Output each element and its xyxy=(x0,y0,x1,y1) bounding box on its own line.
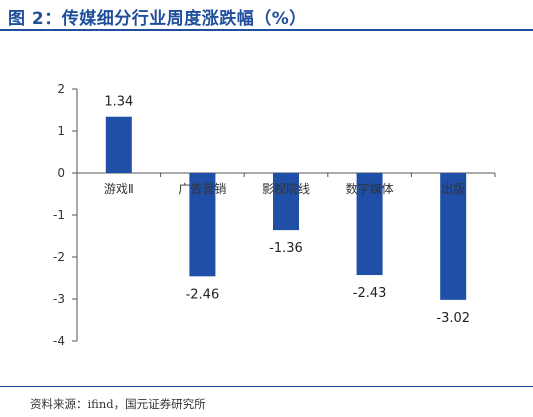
category-label: 游戏Ⅱ xyxy=(104,182,134,196)
category-label: 影视院线 xyxy=(262,181,310,196)
source-note: 资料来源：ifind，国元证券研究所 xyxy=(30,397,206,411)
y-tick-label: -1 xyxy=(53,208,65,222)
data-label: -3.02 xyxy=(436,311,470,326)
bar-2 xyxy=(189,173,216,277)
data-label: 1.34 xyxy=(104,95,133,110)
data-label: -2.46 xyxy=(186,287,220,302)
bar-5 xyxy=(440,173,467,300)
category-labels: 游戏Ⅱ 广告营销 影视院线 数字媒体 出版 xyxy=(104,181,465,196)
bar-chart: 2 1 0 -1 -2 -3 -4 1.34 -2.46 -1.36 -2.43 -3.02 游戏Ⅱ… xyxy=(53,82,496,348)
category-label: 数字媒体 xyxy=(346,181,394,196)
bar-1 xyxy=(105,116,132,173)
y-tick-label: -2 xyxy=(53,250,65,264)
data-label: -2.43 xyxy=(353,286,387,301)
y-tick-label: 2 xyxy=(57,82,65,96)
category-label: 出版 xyxy=(441,182,465,196)
data-labels: 1.34 -2.46 -1.36 -2.43 -3.02 xyxy=(104,95,470,326)
bar-3 xyxy=(273,173,299,231)
title-rule xyxy=(0,29,533,31)
chart-title: 图 2：传媒细分行业周度涨跌幅（%） xyxy=(8,9,307,29)
y-tick-label: -3 xyxy=(53,292,65,306)
y-tick-label: -4 xyxy=(53,334,65,348)
data-label: -1.36 xyxy=(269,241,303,256)
category-label: 广告营销 xyxy=(178,182,226,196)
y-tick-label: 0 xyxy=(57,166,65,180)
y-tick-label: 1 xyxy=(57,124,65,138)
bar-4 xyxy=(356,173,383,276)
bars xyxy=(105,116,496,300)
source-rule xyxy=(0,386,533,387)
